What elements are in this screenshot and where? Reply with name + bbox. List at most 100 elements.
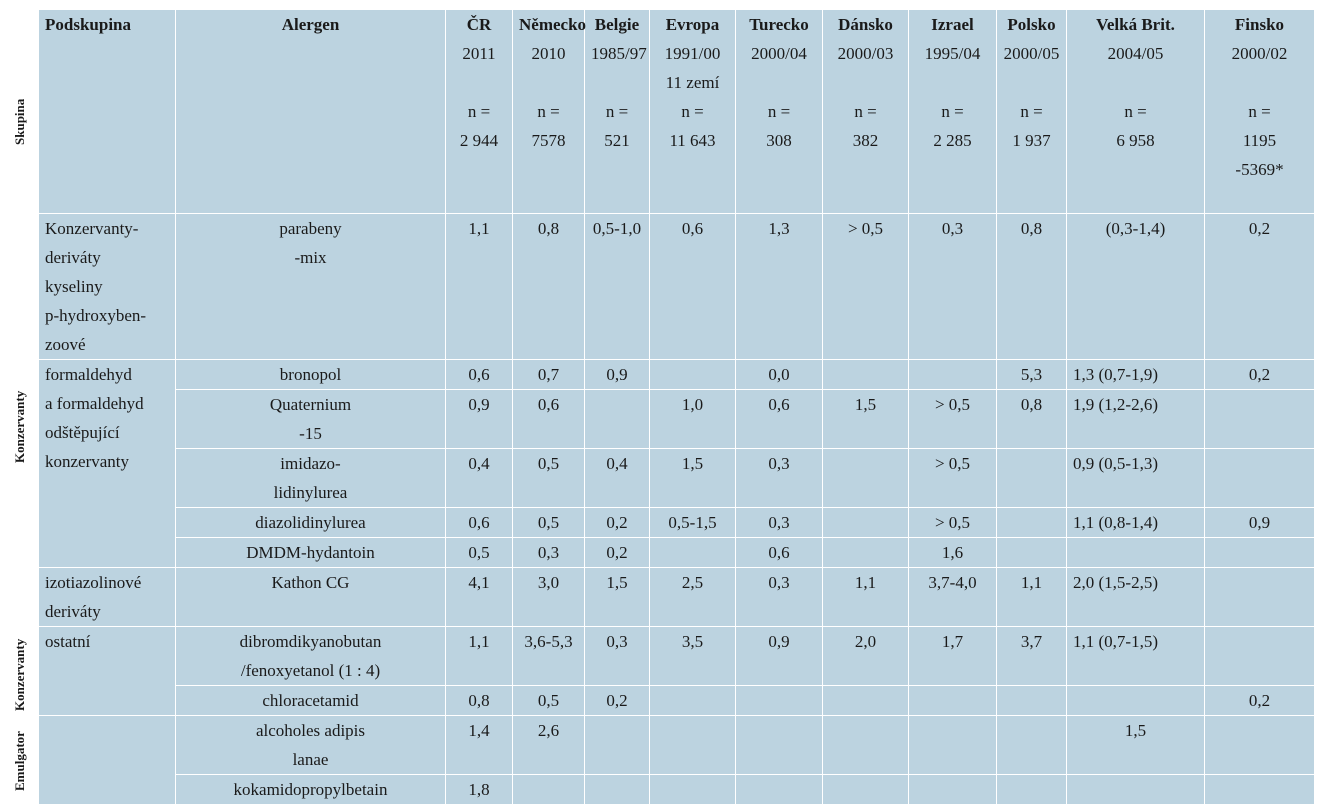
value-cell: 0,3 bbox=[908, 213, 997, 360]
value-cell: 0,3 bbox=[584, 626, 650, 686]
value-cell: 0,4 bbox=[445, 448, 513, 508]
allergen-cell: imidazo- lidinylurea bbox=[175, 448, 446, 508]
country-n: n = 521 bbox=[604, 102, 630, 150]
value-cell: 0,2 bbox=[1204, 213, 1315, 360]
value-cell bbox=[649, 774, 736, 805]
value-cell: 3,7-4,0 bbox=[908, 567, 997, 627]
value-cell: 0,6 bbox=[512, 389, 585, 449]
value-cell: 0,9 bbox=[1204, 507, 1315, 538]
value-cell bbox=[822, 774, 909, 805]
value-cell: 1,1 (0,7-1,5) bbox=[1066, 626, 1205, 686]
table-row: alcoholes adipis lanae 1,4 2,6 1,5 bbox=[38, 715, 1315, 805]
value-cell: > 0,5 bbox=[908, 507, 997, 538]
allergen-cell: diazolidinylurea bbox=[175, 507, 446, 538]
value-cell: 3,0 bbox=[512, 567, 585, 627]
country-n: n = 6 958 bbox=[1116, 102, 1155, 150]
allergen-cell: parabeny -mix bbox=[175, 213, 446, 360]
header-alergen: Alergen bbox=[175, 9, 446, 214]
value-cell bbox=[1204, 537, 1315, 568]
header-country: Velká Brit. 2004/05 n = 6 958 bbox=[1066, 9, 1205, 214]
value-cell: 1,6 bbox=[908, 537, 997, 568]
side-label-emulgator: Emulgator bbox=[12, 731, 27, 791]
value-cell bbox=[1066, 537, 1205, 568]
value-cell: 1,5 bbox=[584, 567, 650, 627]
value-cell: 1,1 bbox=[445, 626, 513, 686]
country-years: 1985/97 bbox=[591, 44, 647, 63]
value-cell bbox=[996, 715, 1067, 775]
value-cell: 0,3 bbox=[512, 537, 585, 568]
value-cell: 0,9 bbox=[584, 359, 650, 390]
value-cell: 1,8 bbox=[445, 774, 513, 805]
country-name: Německo bbox=[519, 15, 587, 34]
value-cell: 0,9 (0,5-1,3) bbox=[1066, 448, 1205, 508]
value-cell bbox=[735, 685, 823, 716]
value-cell: 2,6 bbox=[512, 715, 585, 775]
value-cell: 1,1 bbox=[822, 567, 909, 627]
country-name: Velká Brit. bbox=[1096, 15, 1175, 34]
value-cell: 1,0 bbox=[649, 389, 736, 449]
value-cell: 0,9 bbox=[735, 626, 823, 686]
value-cell bbox=[996, 448, 1067, 508]
country-years: 2011 bbox=[462, 44, 496, 63]
country-name: Finsko bbox=[1234, 15, 1285, 34]
value-cell bbox=[822, 715, 909, 775]
value-cell: 0,0 bbox=[735, 359, 823, 390]
value-cell: 0,2 bbox=[1204, 685, 1315, 716]
allergen-table: Podskupina Alergen ČR 2011 n = 2 944 Němec… bbox=[38, 9, 1315, 805]
value-cell: 0,6 bbox=[445, 507, 513, 538]
value-cell: 0,5 bbox=[512, 448, 585, 508]
value-cell: 0,6 bbox=[735, 389, 823, 449]
value-cell: 2,0 bbox=[822, 626, 909, 686]
value-cell bbox=[822, 448, 909, 508]
header-country: Finsko 2000/02 n = 1195 -5369* bbox=[1204, 9, 1315, 214]
country-n: n = 382 bbox=[852, 102, 879, 150]
value-cell bbox=[908, 774, 997, 805]
country-n: n = 2 944 bbox=[459, 102, 499, 150]
country-n: n = 7578 bbox=[531, 102, 566, 150]
value-cell: 0,2 bbox=[584, 507, 650, 538]
value-cell: 0,9 bbox=[445, 389, 513, 449]
table-row: chloracetamid 0,8 0,5 0,2 0,2 bbox=[39, 685, 1315, 716]
group-cell-empty bbox=[38, 715, 176, 805]
value-cell: 0,2 bbox=[584, 537, 650, 568]
table-row: Quaternium -15 0,9 0,6 1,0 0,6 1,5 > 0,5… bbox=[39, 389, 1315, 449]
value-cell: 0,3 bbox=[735, 507, 823, 538]
group-cell: formaldehyd a formaldehyd odštěpující ko… bbox=[38, 359, 176, 568]
value-cell: 3,7 bbox=[996, 626, 1067, 686]
table-row: izotiazolinové deriváty Kathon CG 4,1 3,… bbox=[38, 567, 1315, 627]
allergen-cell: kokamidopropylbetain bbox=[175, 774, 446, 805]
value-cell: 1,3 bbox=[735, 213, 823, 360]
country-name: Evropa bbox=[665, 15, 720, 34]
value-cell bbox=[1066, 774, 1205, 805]
header-country: Izrael 1995/04 n = 2 285 bbox=[908, 9, 997, 214]
value-cell: 0,4 bbox=[584, 448, 650, 508]
allergen-cell: dibromdikyanobutan /fenoxyetanol (1 : 4) bbox=[175, 626, 446, 686]
value-cell bbox=[1204, 774, 1315, 805]
value-cell: 1,9 (1,2-2,6) bbox=[1066, 389, 1205, 449]
value-cell bbox=[1204, 567, 1315, 627]
value-cell bbox=[822, 359, 909, 390]
value-cell: 0,8 bbox=[512, 213, 585, 360]
value-cell bbox=[584, 774, 650, 805]
value-cell bbox=[996, 685, 1067, 716]
value-cell bbox=[735, 774, 823, 805]
allergen-cell: Quaternium -15 bbox=[175, 389, 446, 449]
table-row: ostatní dibromdikyanobutan /fenoxyetanol… bbox=[38, 626, 1315, 716]
allergen-cell: DMDM-hydantoin bbox=[175, 537, 446, 568]
allergen-cell: bronopol bbox=[175, 359, 446, 390]
header-country: Evropa 1991/00 11 zemí n = 11 643 bbox=[649, 9, 736, 214]
value-cell: 5,3 bbox=[996, 359, 1067, 390]
country-name: ČR bbox=[466, 15, 492, 34]
header-country: Belgie 1985/97 n = 521 bbox=[584, 9, 650, 214]
value-cell bbox=[822, 507, 909, 538]
country-n: n = 1195 -5369* bbox=[1235, 102, 1284, 179]
value-cell: 0,2 bbox=[1204, 359, 1315, 390]
value-cell: 0,3 bbox=[735, 448, 823, 508]
allergen-cell: chloracetamid bbox=[175, 685, 446, 716]
header-row: Podskupina Alergen ČR 2011 n = 2 944 Němec… bbox=[38, 9, 1315, 214]
country-name: Turecko bbox=[749, 15, 809, 34]
value-cell: 1,1 (0,8-1,4) bbox=[1066, 507, 1205, 538]
value-cell bbox=[584, 389, 650, 449]
country-years: 2000/04 bbox=[751, 44, 807, 63]
value-cell: 1,3 (0,7-1,9) bbox=[1066, 359, 1205, 390]
